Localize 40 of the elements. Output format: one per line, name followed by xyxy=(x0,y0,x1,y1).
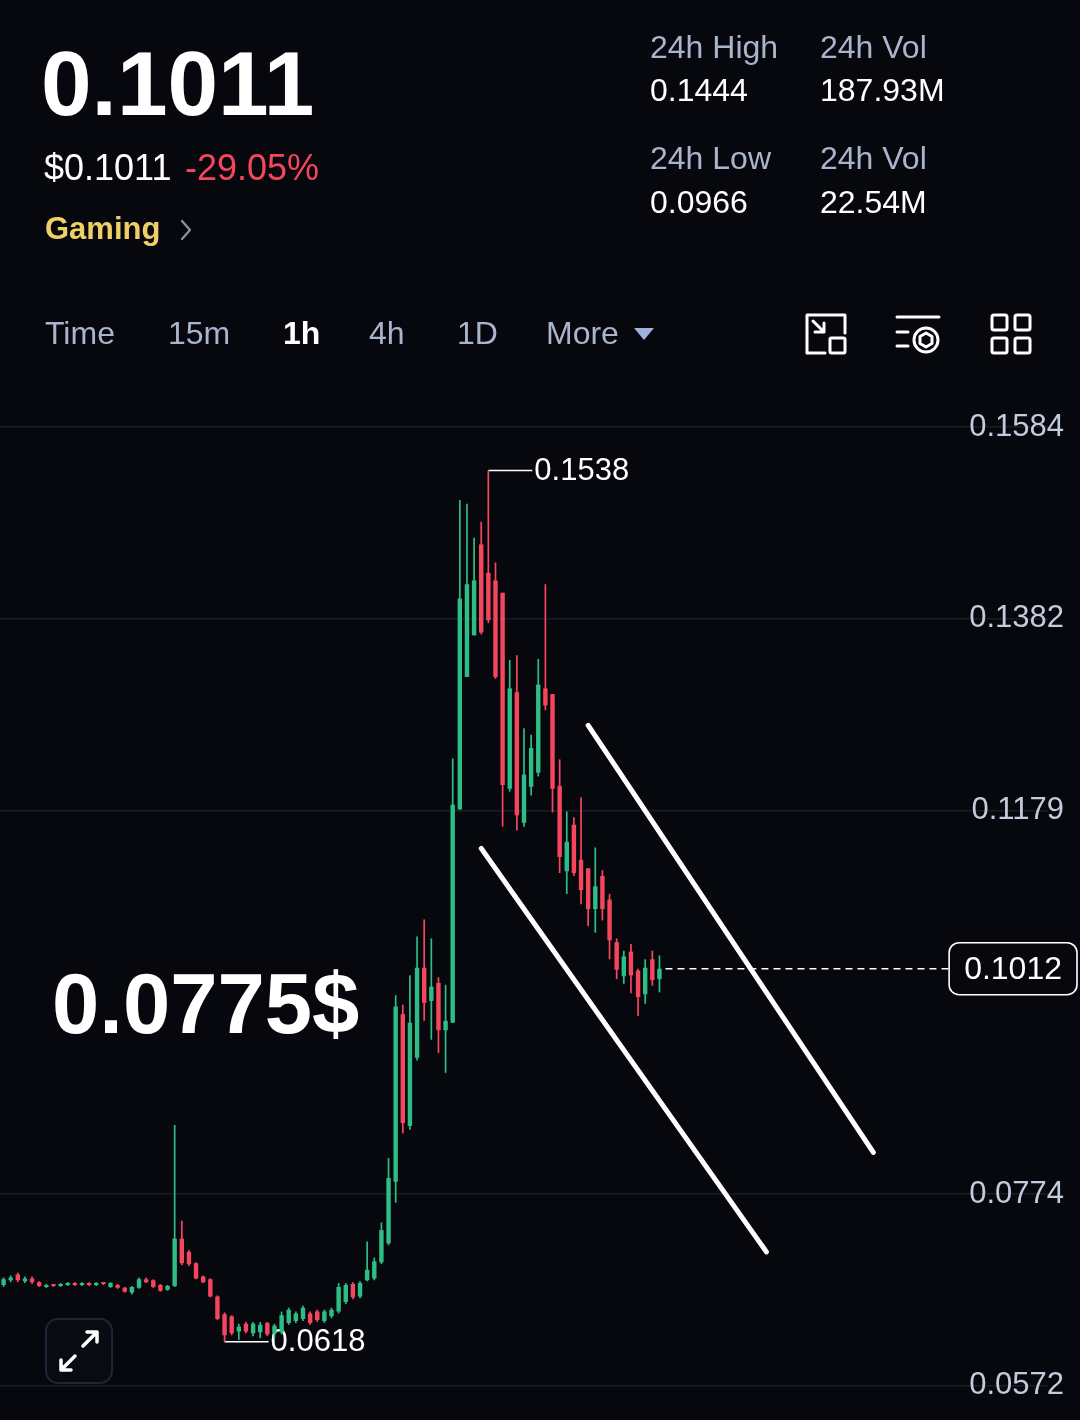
candlestick xyxy=(600,869,605,922)
annotation: 0.0618 xyxy=(270,1323,366,1359)
text: 24h Vol xyxy=(820,140,927,176)
text: 15m xyxy=(168,315,231,351)
candlestick xyxy=(336,1282,341,1315)
chart-title: 0.1011 xyxy=(41,33,315,134)
text: 24h High xyxy=(650,29,779,65)
candlestick xyxy=(486,469,491,624)
text: -29.05% xyxy=(185,147,320,188)
candlestick xyxy=(386,1157,391,1247)
candlestick xyxy=(215,1294,220,1321)
text: 187.93M xyxy=(820,72,945,108)
chart-subtitle: $0.1011 xyxy=(44,147,172,188)
y-tick-label: 0.1584 xyxy=(969,407,1064,443)
text: 1h xyxy=(283,315,321,351)
y-tick-label: 0.1382 xyxy=(969,598,1064,634)
text: Time xyxy=(45,315,115,351)
candlestick xyxy=(379,1221,384,1266)
y-tick-label: 0.0774 xyxy=(969,1174,1064,1210)
text: 1D xyxy=(457,315,498,351)
text: 24h Low xyxy=(650,140,771,176)
text: 0.1444 xyxy=(650,72,748,108)
candlestick xyxy=(557,758,562,874)
candlestick xyxy=(436,976,441,1054)
text: Gaming xyxy=(45,211,161,246)
candlestick xyxy=(550,693,555,814)
text: More xyxy=(546,315,619,351)
ref-line-label: 0.1012 xyxy=(964,949,1062,986)
candlestick xyxy=(222,1311,227,1343)
text: 4h xyxy=(369,315,405,351)
y-tick-label: 0.0572 xyxy=(969,1365,1064,1401)
text: 0.0966 xyxy=(650,184,748,220)
candlestick xyxy=(493,561,498,680)
annotation: 0.0775$ xyxy=(52,956,360,1051)
y-tick-label: 0.1179 xyxy=(971,791,1064,827)
text: 24h Vol xyxy=(820,29,927,65)
candlestick xyxy=(543,583,548,712)
annotation: 0.1538 xyxy=(534,452,630,488)
text: 22.54M xyxy=(820,184,927,220)
candlestick xyxy=(500,591,505,828)
